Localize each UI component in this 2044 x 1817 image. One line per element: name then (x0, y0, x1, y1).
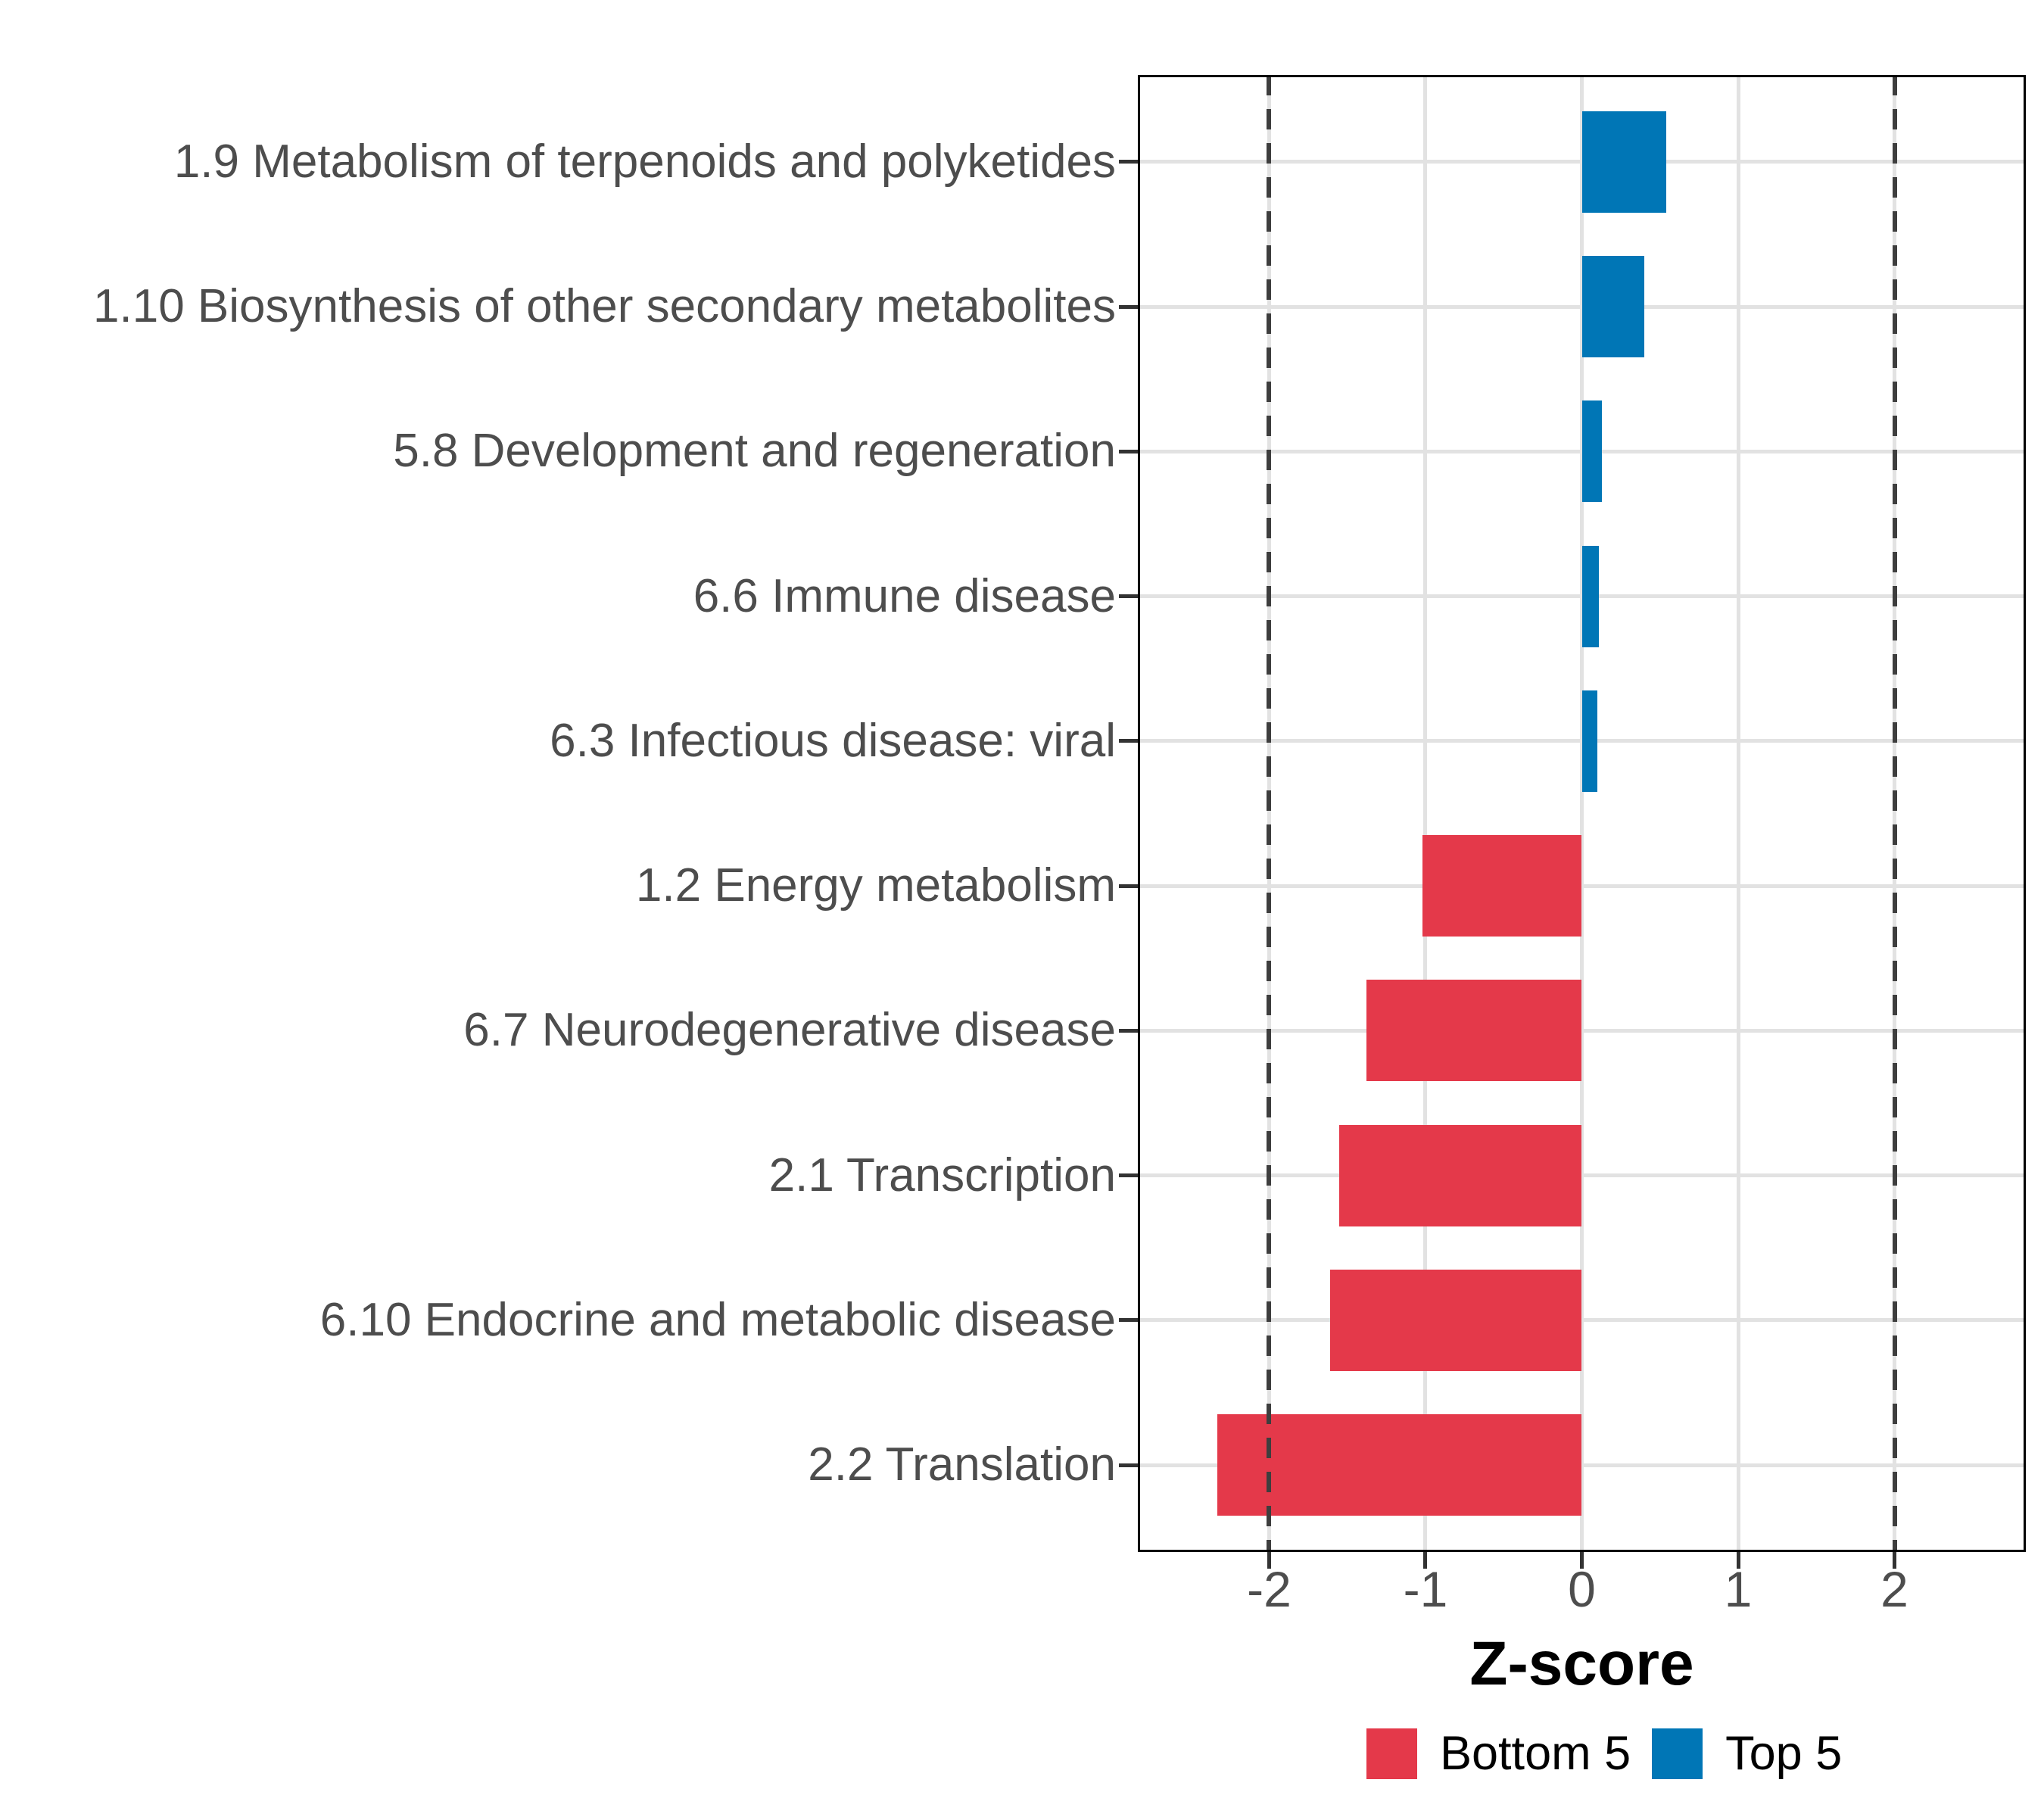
bar (1581, 545, 1600, 647)
y-axis-tick (1119, 1463, 1138, 1467)
category-label: 6.3 Infectious disease: viral (550, 714, 1116, 767)
y-axis-tick (1119, 160, 1138, 164)
legend-label: Bottom 5 (1440, 1727, 1631, 1780)
x-tick-label: 1 (1724, 1561, 1753, 1617)
legend-label: Top 5 (1725, 1727, 1843, 1780)
gridline-vertical (1736, 75, 1740, 1552)
y-axis-tick (1119, 884, 1138, 888)
gridline-vertical (1423, 75, 1428, 1552)
reference-line-dashed (1892, 75, 1897, 1552)
bar (1217, 1414, 1582, 1516)
x-axis-title: Z-score (1469, 1629, 1694, 1698)
y-axis-tick (1119, 1318, 1138, 1323)
gridline-vertical (1580, 75, 1584, 1552)
category-label: 1.9 Metabolism of terpenoids and polyket… (173, 135, 1116, 188)
category-label: 1.10 Biosynthesis of other secondary met… (93, 280, 1116, 333)
bar (1422, 835, 1582, 937)
category-label: 6.7 Neurodegenerative disease (463, 1004, 1116, 1057)
reference-line-dashed (1267, 75, 1272, 1552)
legend-swatch-top5 (1652, 1728, 1703, 1779)
plot-panel (1138, 75, 2026, 1552)
bar (1581, 111, 1667, 213)
x-axis-tick (1736, 1552, 1740, 1569)
y-axis-tick (1119, 304, 1138, 309)
category-label: 6.6 Immune disease (693, 569, 1116, 622)
x-axis-tick (1423, 1552, 1428, 1569)
legend-swatch-bottom5 (1366, 1728, 1417, 1779)
legend: Bottom 5 Top 5 (1366, 1728, 1842, 1779)
category-label: 6.10 Endocrine and metabolic disease (319, 1293, 1116, 1346)
legend-item: Bottom 5 (1366, 1728, 1631, 1779)
x-tick-label: 0 (1568, 1561, 1596, 1617)
category-label: 2.2 Translation (808, 1438, 1116, 1491)
bar (1581, 256, 1645, 358)
legend-item: Top 5 (1652, 1728, 1842, 1779)
gridline-horizontal (1138, 1028, 2026, 1033)
gridline-horizontal (1138, 884, 2026, 888)
gridline-horizontal (1138, 1463, 2026, 1467)
x-axis-tick (1893, 1552, 1897, 1569)
gridline-horizontal (1138, 1318, 2026, 1323)
x-tick-label: 2 (1880, 1561, 1908, 1617)
y-axis-tick (1119, 1173, 1138, 1178)
x-tick-label: -2 (1247, 1561, 1292, 1617)
x-axis-tick (1580, 1552, 1584, 1569)
bar (1330, 1269, 1582, 1371)
x-tick-label: -1 (1403, 1561, 1448, 1617)
y-axis-tick (1119, 739, 1138, 743)
gridline-horizontal (1138, 1173, 2026, 1178)
bar (1366, 980, 1582, 1082)
category-label: 1.2 Energy metabolism (635, 859, 1116, 912)
y-axis-tick (1119, 449, 1138, 453)
y-axis-tick (1119, 594, 1138, 599)
bar (1581, 690, 1598, 792)
category-label: 2.1 Transcription (768, 1148, 1116, 1201)
x-axis-tick (1267, 1552, 1271, 1569)
y-axis-tick (1119, 1028, 1138, 1033)
bar (1339, 1124, 1582, 1226)
bar (1581, 400, 1603, 503)
category-label: 5.8 Development and regeneration (393, 425, 1116, 478)
